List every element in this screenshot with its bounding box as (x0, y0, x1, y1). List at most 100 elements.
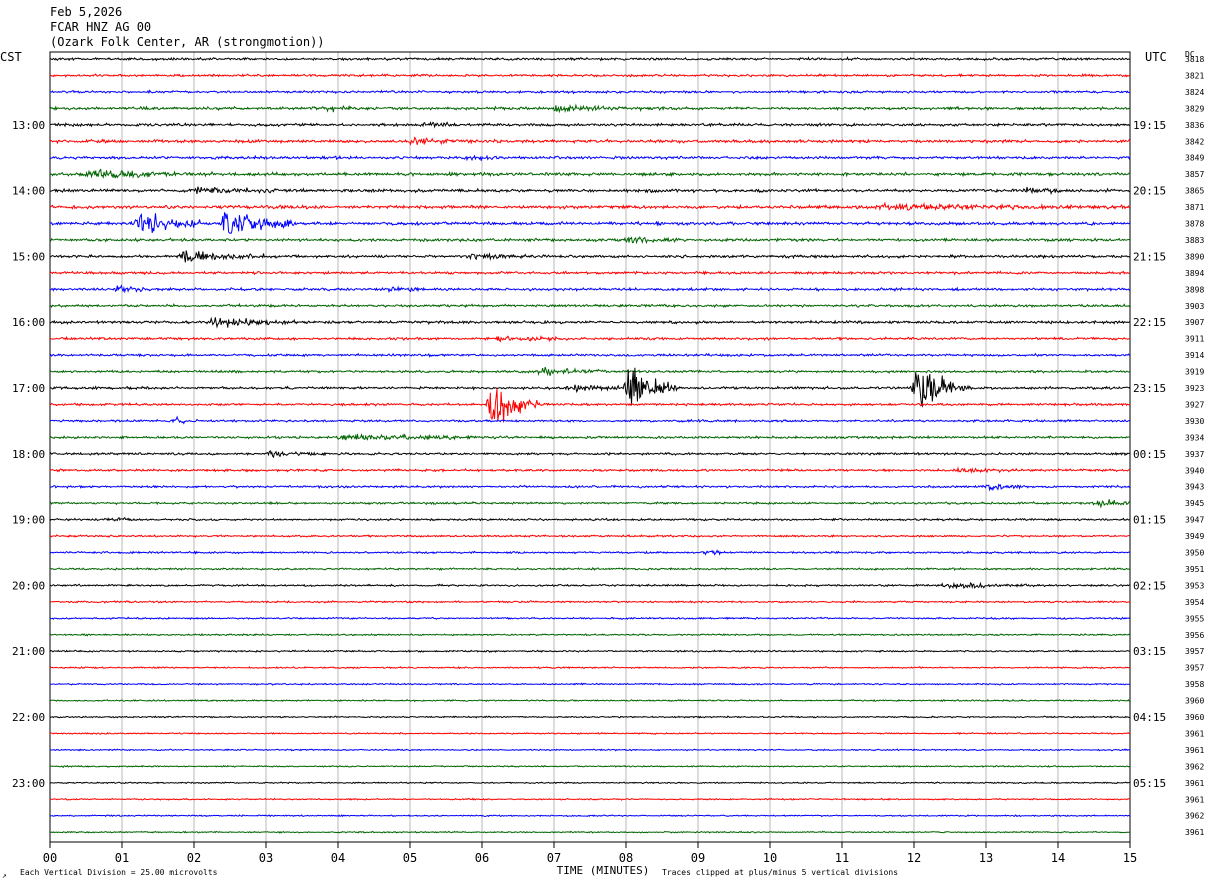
corner-mark: ↗ (2, 871, 7, 880)
trace-line-7 (49, 168, 1131, 180)
dc-offset-label: 3829 (1185, 104, 1204, 113)
cst-hour-label: 22:00 (12, 711, 45, 724)
x-tick-label-04: 04 (331, 851, 345, 865)
dc-offset-label: 3907 (1185, 318, 1204, 327)
utc-hour-label: 03:15 (1133, 645, 1166, 658)
trace-line-17 (49, 334, 1131, 343)
date-label: Feb 5,2026 (50, 5, 122, 19)
utc-hour-label: 19:15 (1133, 119, 1166, 132)
cst-hour-label: 14:00 (12, 185, 45, 198)
trace-line-31 (49, 566, 1131, 571)
trace-line-28 (49, 516, 1131, 522)
dc-offset-label: 3955 (1185, 614, 1204, 623)
dc-offset-label: 3961 (1185, 779, 1204, 788)
x-tick-label-00: 00 (43, 851, 57, 865)
dc-offset-label: 3842 (1185, 137, 1204, 146)
trace-line-3 (49, 103, 1131, 114)
x-axis-ticks: 00 01 02 03 04 05 06 07 08 09 10 11 12 13 14 15 (43, 842, 1137, 865)
x-tick-label-15: 15 (1123, 851, 1137, 865)
trace-line-10 (49, 211, 1131, 234)
dc-offset-label: 3962 (1185, 812, 1204, 821)
dc-offset-label: 3818 (1185, 55, 1204, 64)
trace-line-40 (50, 715, 1131, 719)
dc-offset-label: 3865 (1185, 187, 1204, 196)
x-tick-label-14: 14 (1051, 851, 1065, 865)
x-tick-label-02: 02 (187, 851, 201, 865)
trace-line-45 (49, 797, 1131, 801)
dc-offset-label: 3951 (1185, 565, 1204, 574)
trace-line-34 (49, 616, 1131, 621)
dc-offset-label: 3953 (1185, 581, 1204, 590)
dc-offset-label: 3961 (1185, 795, 1204, 804)
utc-hour-label: 22:15 (1133, 316, 1166, 329)
dc-offset-label: 3927 (1185, 400, 1204, 409)
cst-hour-label: 23:00 (12, 777, 45, 790)
dc-offset-label: 3894 (1185, 269, 1204, 278)
dc-offset-label: 3836 (1185, 121, 1204, 130)
trace-line-44 (49, 781, 1131, 785)
utc-hour-label: 01:15 (1133, 514, 1166, 527)
dc-offset-label: 3962 (1185, 762, 1204, 771)
utc-hour-label: 05:15 (1133, 777, 1166, 790)
trace-line-39 (49, 698, 1131, 703)
trace-line-36 (49, 649, 1131, 654)
plot-frame (49, 51, 1131, 843)
trace-line-30 (49, 549, 1131, 556)
x-tick-label-05: 05 (403, 851, 417, 865)
trace-line-9 (49, 201, 1131, 211)
trace-line-13 (49, 270, 1131, 276)
station-location-label: (Ozark Folk Center, AR (strongmotion)) (50, 35, 325, 49)
dc-offset-label: 3883 (1185, 236, 1204, 245)
dc-offset-label: 3934 (1185, 433, 1204, 442)
trace-line-2 (49, 89, 1131, 95)
cst-hour-label: 19:00 (12, 514, 45, 527)
trace-line-27 (49, 499, 1131, 509)
dc-offset-label: 3958 (1185, 680, 1204, 689)
scale-note: Each Vertical Division = 25.00 microvolt… (20, 868, 218, 877)
cst-hour-label: 18:00 (12, 448, 45, 461)
trace-line-32 (49, 581, 1131, 590)
trace-line-21 (49, 388, 1131, 423)
dc-offset-label: 3911 (1185, 335, 1204, 344)
dc-offset-label: 3961 (1185, 729, 1204, 738)
x-tick-label-07: 07 (547, 851, 561, 865)
cst-hour-label: 13:00 (12, 119, 45, 132)
trace-line-14 (49, 284, 1131, 294)
dc-offset-label: 3878 (1185, 220, 1204, 229)
dc-offset-label: 3919 (1185, 368, 1204, 377)
x-tick-label-10: 10 (763, 851, 777, 865)
dc-offset-label: 3821 (1185, 71, 1204, 80)
x-tick-label-13: 13 (979, 851, 993, 865)
trace-line-24 (49, 449, 1131, 459)
trace-line-0 (49, 56, 1131, 62)
dc-offset-label: 3960 (1185, 713, 1204, 722)
dc-offset-label: 3960 (1185, 697, 1204, 706)
trace-line-19 (49, 366, 1131, 377)
trace-line-33 (49, 599, 1131, 604)
dc-offset-label: 3950 (1185, 549, 1204, 558)
dc-offset-label: 3961 (1185, 828, 1204, 837)
trace-line-42 (49, 748, 1131, 752)
trace-line-12 (49, 250, 1131, 263)
trace-line-5 (49, 136, 1131, 146)
trace-line-38 (49, 682, 1131, 686)
x-tick-label-09: 09 (691, 851, 705, 865)
utc-hour-labels: 19:15 20:15 21:15 22:15 23:15 00:15 01:15 02:15… (1133, 119, 1166, 790)
trace-line-4 (49, 120, 1131, 129)
channel-label: FCAR HNZ AG 00 (50, 20, 151, 34)
trace-line-8 (50, 186, 1131, 196)
trace-line-41 (49, 731, 1130, 736)
dc-offset-label: 3943 (1185, 483, 1204, 492)
dc-offset-label: 3957 (1185, 647, 1204, 656)
x-axis-label: TIME (MINUTES) (557, 864, 650, 877)
trace-line-6 (49, 154, 1131, 162)
right-timezone-label: UTC (1145, 50, 1167, 64)
dc-offset-label: 3956 (1185, 631, 1204, 640)
minute-grid (121, 52, 1059, 842)
dc-column-label: DC (1185, 50, 1195, 59)
dc-offset-label: 3914 (1185, 351, 1204, 360)
seismic-traces (49, 56, 1131, 834)
dc-offset-label: 3930 (1185, 417, 1204, 426)
